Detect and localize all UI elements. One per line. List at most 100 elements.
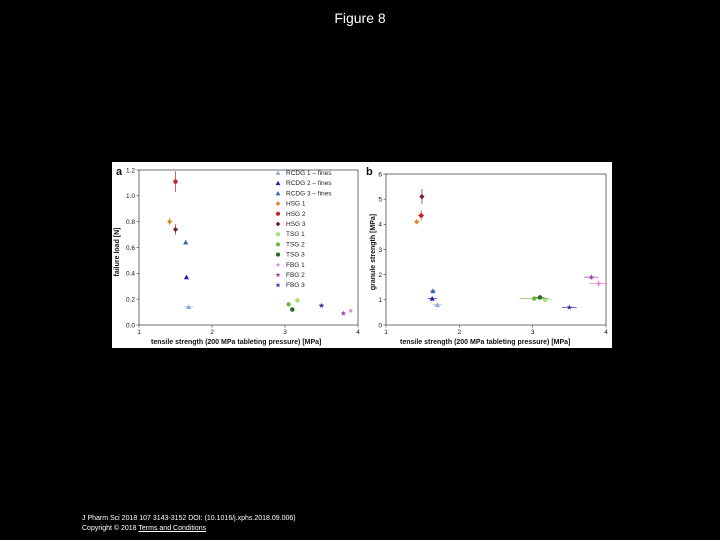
legend-label: FBG 3 <box>286 282 305 289</box>
data-point <box>519 296 549 301</box>
legend-marker <box>275 252 281 257</box>
data-point <box>589 279 608 288</box>
data-point <box>318 302 325 308</box>
copyright-line: Copyright © 2018 Terms and Conditions <box>82 524 296 534</box>
y-tick-label: 0.6 <box>126 245 135 252</box>
data-point <box>184 304 194 309</box>
panel-a-axes: 1 2 3 4 0.0 0.2 0.4 0.6 0.8 1.0 1.2 <box>126 167 360 336</box>
point-marker <box>588 274 595 280</box>
figure-chart: a 1 2 3 4 0.0 0.2 0.4 0.6 0.8 1.0 1.2 tensile stre… <box>114 166 608 346</box>
legend-item: HSG 3 <box>275 221 306 228</box>
legend-item: RCDG 3 – fines <box>275 190 332 197</box>
legend-item: FBG 3 <box>275 282 305 289</box>
panel-b-xlabel: tensile strength (200 MPa tableting pres… <box>400 339 570 346</box>
data-point <box>419 189 425 205</box>
panel-a-chart: a 1 2 3 4 0.0 0.2 0.4 0.6 0.8 1.0 1.2 tensile stre… <box>114 166 360 346</box>
legend-marker <box>275 232 281 237</box>
y-tick-label: 1.2 <box>126 167 135 174</box>
data-point <box>535 295 545 300</box>
x-tick-label: 2 <box>458 329 462 336</box>
legend-marker <box>275 191 281 196</box>
panel-a-letter: a <box>116 166 123 178</box>
legend-item: FBG 1 <box>275 262 305 269</box>
terms-link[interactable]: Terms and Conditions <box>138 525 207 532</box>
panel-a-legend: RCDG 1 – fines RCDG 2 – fines RCDG 3 – fin… <box>275 170 332 289</box>
data-point <box>290 307 295 312</box>
panel-a-xlabel: tensile strength (200 MPa tableting pres… <box>151 339 321 346</box>
data-point <box>294 298 301 303</box>
data-point <box>418 210 425 221</box>
y-tick-label: 0.0 <box>126 322 135 329</box>
data-point <box>340 310 347 316</box>
legend-label: RCDG 3 – fines <box>286 190 332 197</box>
legend-item: FBG 2 <box>275 272 305 279</box>
legend-label: RCDG 2 – fines <box>286 180 332 187</box>
point-marker <box>434 302 440 307</box>
data-point <box>347 307 354 314</box>
x-tick-label: 1 <box>384 329 388 336</box>
legend-label: HSG 2 <box>286 211 306 218</box>
figure-panel: a 1 2 3 4 0.0 0.2 0.4 0.6 0.8 1.0 1.2 tensile stre… <box>112 162 612 348</box>
x-tick-label: 1 <box>137 329 141 336</box>
point-marker <box>295 298 300 303</box>
point-marker <box>340 310 347 316</box>
legend-marker <box>275 272 281 278</box>
panel-b-letter: b <box>366 166 373 178</box>
panel-b-marks <box>413 189 608 310</box>
data-point <box>562 304 577 310</box>
y-tick-label: 0.2 <box>126 296 135 303</box>
legend-item: TSG 1 <box>275 231 305 238</box>
y-tick-label: 3 <box>378 247 382 254</box>
point-marker <box>172 226 179 233</box>
panel-a-marks <box>167 171 354 316</box>
point-marker <box>566 304 573 310</box>
y-tick-label: 2 <box>378 272 382 279</box>
point-marker <box>183 274 190 280</box>
x-tick-label: 3 <box>531 329 535 336</box>
legend-item: TSG 2 <box>275 241 305 248</box>
data-point <box>413 219 420 225</box>
point-marker <box>173 179 178 184</box>
panel-a-ylabel: failure load [N] <box>114 227 121 276</box>
legend-marker <box>275 201 281 206</box>
x-tick-label: 4 <box>604 329 608 336</box>
legend-marker <box>275 170 281 175</box>
point-marker <box>186 304 192 309</box>
data-point <box>584 274 599 280</box>
legend-label: TSG 2 <box>286 241 305 248</box>
y-tick-label: 5 <box>378 196 382 203</box>
citation: J Pharm Sci 2018 107 3143-3152 DOI: (10.… <box>82 514 296 534</box>
point-marker <box>429 295 435 301</box>
point-marker <box>290 307 295 312</box>
point-marker <box>430 288 436 294</box>
legend-label: TSG 1 <box>286 231 305 238</box>
data-point <box>173 171 178 192</box>
point-marker <box>531 296 537 301</box>
data-point <box>432 302 442 307</box>
point-marker <box>286 302 291 307</box>
copyright-text: Copyright © 2018 <box>82 525 137 532</box>
y-tick-label: 0.4 <box>126 271 135 278</box>
slide-title: Figure 8 <box>334 10 386 26</box>
legend-item: TSG 3 <box>275 252 305 259</box>
data-point <box>286 302 291 307</box>
y-tick-label: 1.0 <box>126 193 135 200</box>
y-tick-label: 0.8 <box>126 219 135 226</box>
legend-marker <box>275 180 281 186</box>
point-marker <box>347 307 354 314</box>
y-tick-label: 6 <box>378 171 382 178</box>
panel-b-ylabel: granule strength [MPa] <box>370 214 377 290</box>
plot-frame <box>385 173 607 326</box>
legend-label: HSG 3 <box>286 221 306 228</box>
point-marker <box>414 219 420 225</box>
legend-label: HSG 1 <box>286 201 306 208</box>
y-tick-label: 4 <box>378 222 382 229</box>
data-point <box>167 217 173 226</box>
point-marker <box>537 295 543 300</box>
legend-item: RCDG 1 – fines <box>275 170 332 177</box>
citation-line: J Pharm Sci 2018 107 3143-3152 DOI: (10.… <box>82 515 296 522</box>
x-tick-label: 3 <box>283 329 287 336</box>
point-marker <box>418 213 424 218</box>
x-tick-label: 4 <box>356 329 360 336</box>
